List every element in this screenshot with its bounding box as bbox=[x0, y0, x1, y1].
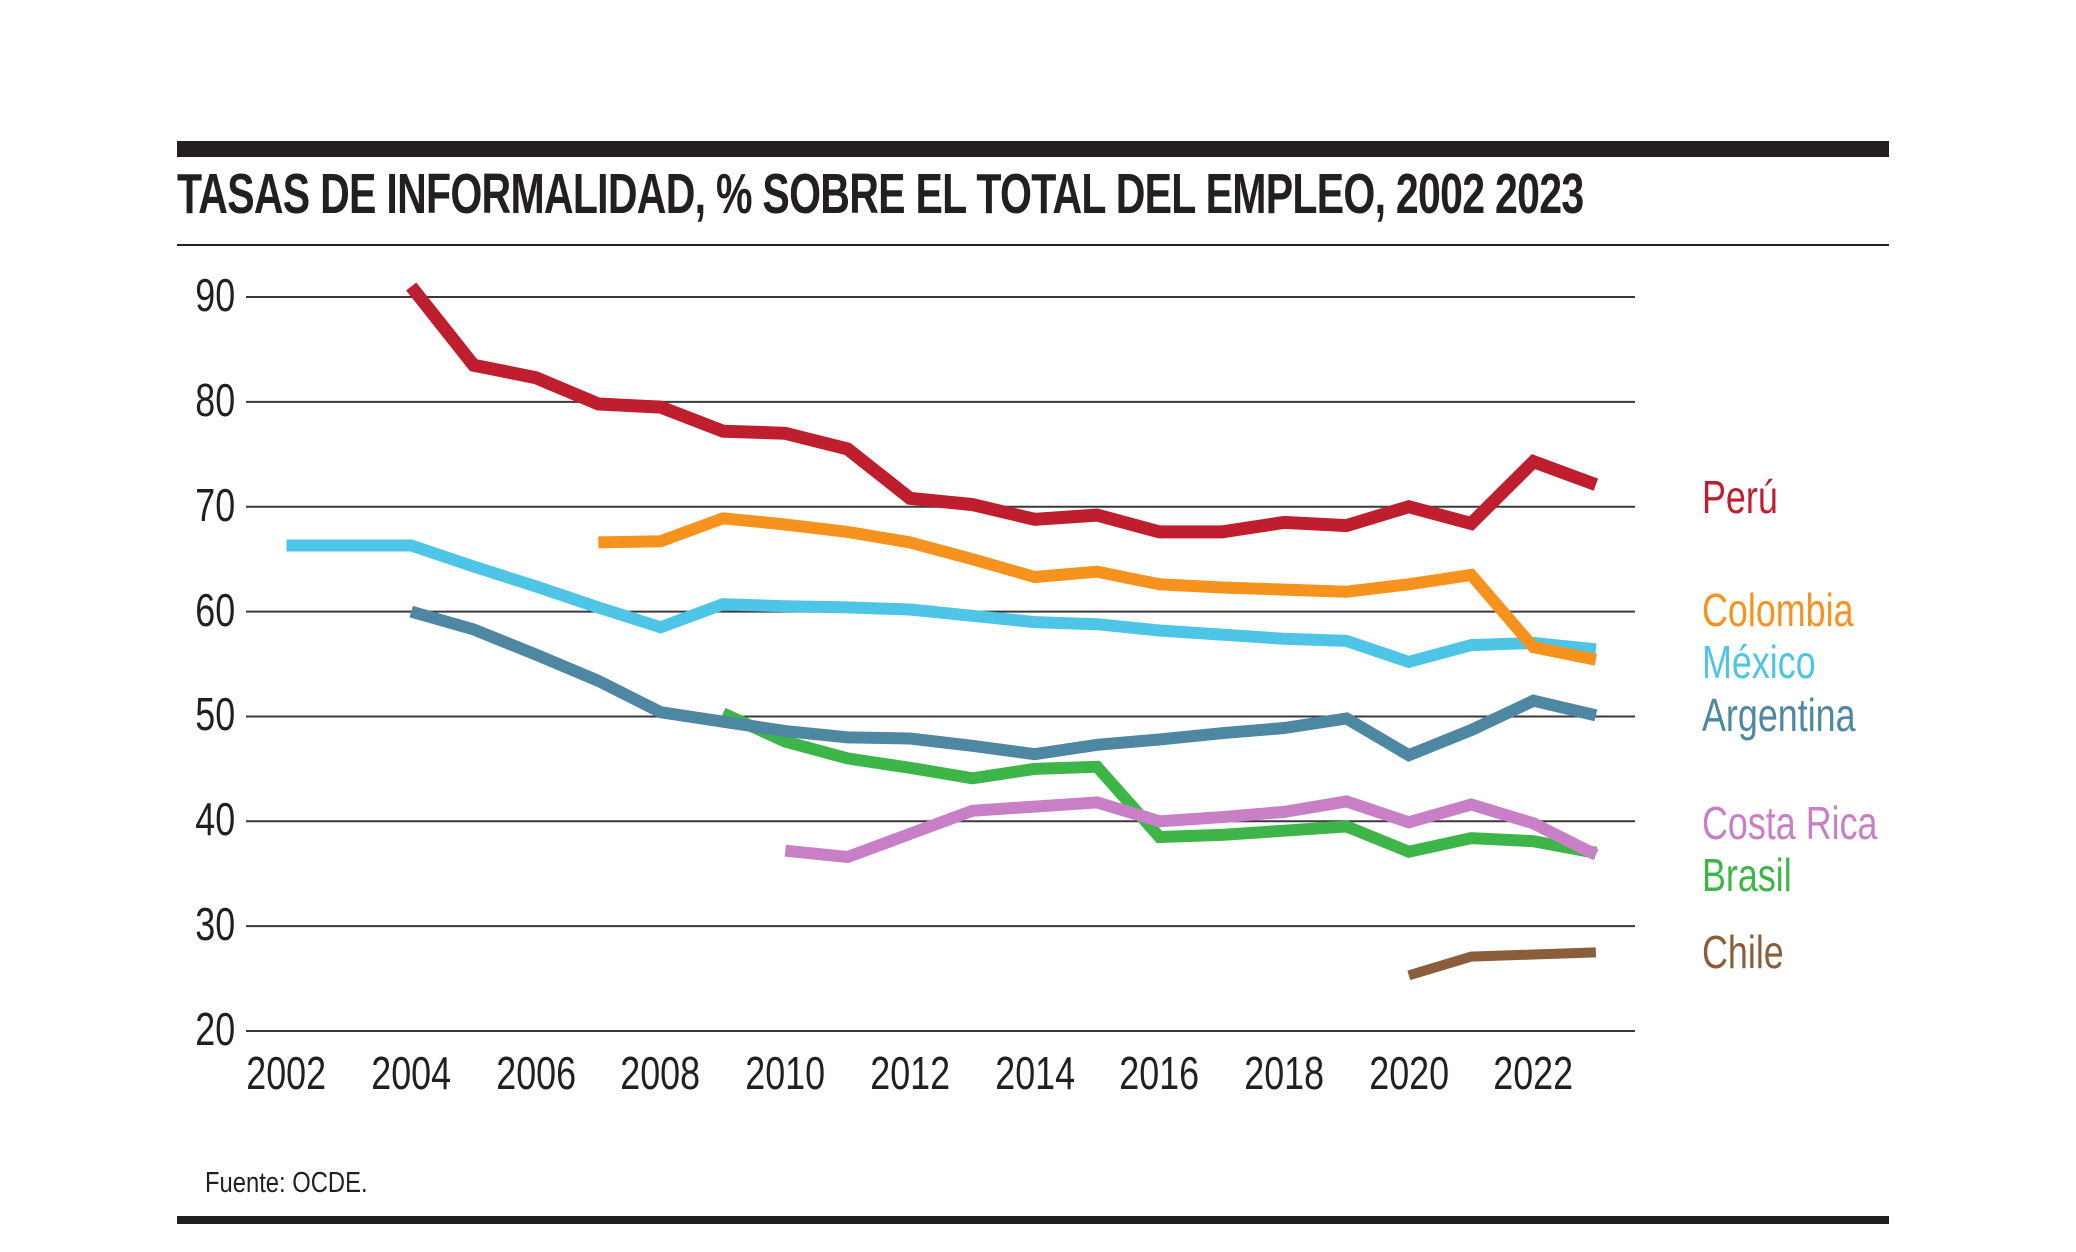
x-tick-label-2008: 2008 bbox=[581, 1050, 741, 1096]
legend-label-chile: Chile bbox=[1702, 927, 2062, 977]
legend-label-costa-rica: Costa Rica bbox=[1702, 798, 2062, 848]
series-lines bbox=[286, 282, 1599, 981]
y-tick-text: 40 bbox=[195, 793, 235, 846]
x-tick-text: 2002 bbox=[246, 1047, 327, 1099]
legend-text-brasil: Brasil bbox=[1702, 849, 1792, 901]
legend-label-brasil: Brasil bbox=[1702, 850, 2062, 900]
x-tick-label-2010: 2010 bbox=[705, 1050, 865, 1096]
x-tick-text: 2006 bbox=[495, 1047, 576, 1099]
x-tick-text: 2012 bbox=[870, 1047, 950, 1099]
x-tick-label-2004: 2004 bbox=[331, 1050, 491, 1096]
legend-text-argentina: Argentina bbox=[1702, 689, 1856, 741]
x-tick-label-2018: 2018 bbox=[1204, 1050, 1364, 1096]
y-tick-label-60: 60 bbox=[105, 587, 235, 633]
chart-title: TASAS DE INFORMALIDAD, % SOBRE EL TOTAL … bbox=[177, 162, 1584, 226]
legend-label-colombia: Colombia bbox=[1702, 585, 2062, 635]
legend-label-mexico: México bbox=[1702, 637, 2062, 687]
series-line-costa-rica bbox=[784, 795, 1599, 864]
y-tick-label-70: 70 bbox=[105, 482, 235, 528]
y-tick-text: 90 bbox=[195, 269, 235, 321]
x-tick-label-2022: 2022 bbox=[1454, 1050, 1614, 1096]
y-tick-text: 70 bbox=[195, 478, 235, 531]
y-tick-text: 80 bbox=[195, 373, 235, 426]
legend-text-costa-rica: Costa Rica bbox=[1702, 797, 1878, 849]
x-tick-label-2006: 2006 bbox=[456, 1050, 616, 1096]
gridlines bbox=[246, 296, 1635, 1033]
legend-label-argentina: Argentina bbox=[1702, 690, 2062, 740]
legend-text-colombia: Colombia bbox=[1702, 584, 1854, 636]
x-tick-label-2012: 2012 bbox=[830, 1050, 990, 1096]
series-line-mexico bbox=[286, 539, 1597, 669]
x-tick-text: 2020 bbox=[1368, 1047, 1449, 1099]
legend-text-chile: Chile bbox=[1702, 926, 1784, 978]
source-note-text: Fuente: OCDE. bbox=[205, 1167, 368, 1199]
y-tick-label-30: 30 bbox=[105, 901, 235, 947]
x-tick-text: 2008 bbox=[620, 1047, 701, 1099]
top-black-bar bbox=[177, 141, 1889, 157]
y-tick-text: 50 bbox=[195, 688, 235, 741]
x-tick-text: 2004 bbox=[371, 1047, 452, 1099]
y-tick-text: 30 bbox=[195, 898, 235, 951]
series-line-colombia bbox=[598, 512, 1598, 666]
x-tick-label-2016: 2016 bbox=[1079, 1050, 1239, 1096]
series-line-peru bbox=[406, 282, 1599, 539]
legend-label-peru: Perú bbox=[1702, 472, 2062, 522]
y-tick-label-90: 90 bbox=[105, 272, 235, 318]
x-tick-text: 2018 bbox=[1244, 1047, 1325, 1099]
x-tick-text: 2010 bbox=[745, 1047, 826, 1099]
title-underline bbox=[177, 244, 1889, 246]
y-tick-label-20: 20 bbox=[105, 1006, 235, 1052]
source-note: Fuente: OCDE. bbox=[205, 1168, 403, 1198]
x-tick-label-2020: 2020 bbox=[1329, 1050, 1489, 1096]
x-tick-text: 2014 bbox=[994, 1047, 1075, 1099]
y-tick-text: 20 bbox=[195, 1003, 235, 1056]
y-tick-label-50: 50 bbox=[105, 691, 235, 737]
x-tick-text: 2016 bbox=[1119, 1047, 1200, 1099]
y-tick-text: 60 bbox=[195, 583, 235, 636]
y-tick-label-80: 80 bbox=[105, 377, 235, 423]
bottom-black-bar bbox=[177, 1216, 1889, 1224]
series-line-chile bbox=[1407, 947, 1597, 981]
y-tick-label-40: 40 bbox=[105, 796, 235, 842]
series-line-argentina bbox=[409, 605, 1598, 762]
series-line-brasil bbox=[720, 707, 1597, 859]
x-tick-label-2014: 2014 bbox=[955, 1050, 1115, 1096]
x-tick-text: 2022 bbox=[1493, 1047, 1574, 1099]
x-tick-label-2002: 2002 bbox=[207, 1050, 367, 1096]
legend-text-peru: Perú bbox=[1702, 471, 1778, 523]
legend-text-mexico: México bbox=[1702, 636, 1816, 688]
